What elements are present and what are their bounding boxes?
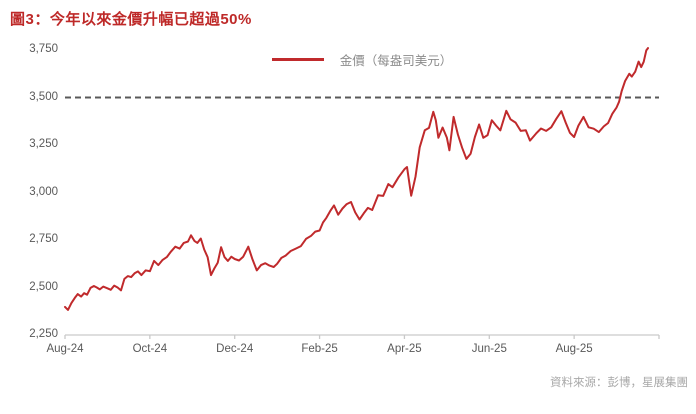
x-axis-label: Feb-25	[301, 343, 338, 355]
x-axis-label: Jun-25	[471, 343, 507, 355]
source-note: 資料來源：彭博，星展集團	[550, 377, 688, 389]
y-axis-label: 2,750	[29, 233, 58, 245]
y-axis-label: 3,750	[29, 43, 58, 55]
x-axis-label: Oct-24	[132, 343, 168, 355]
y-axis-label: 3,000	[29, 185, 58, 198]
x-axis-label: Aug-24	[46, 343, 84, 355]
y-axis-label: 3,500	[29, 90, 58, 103]
chart-title: 圖3：今年以來金價升幅已超過50%	[10, 11, 252, 28]
x-axis-label: Aug-25	[555, 343, 593, 355]
gold-price-line	[64, 47, 649, 311]
y-axis-label: 2,500	[29, 280, 58, 293]
x-axis-label: Apr-25	[387, 343, 422, 355]
x-axis-label: Dec-24	[216, 343, 254, 355]
legend-line-marker	[271, 58, 324, 61]
legend: 金價（每盎司美元）	[65, 50, 659, 69]
y-axis-label: 3,250	[29, 138, 58, 150]
legend-label: 金價（每盎司美元）	[339, 54, 453, 68]
y-axis-label: 2,250	[29, 328, 58, 340]
